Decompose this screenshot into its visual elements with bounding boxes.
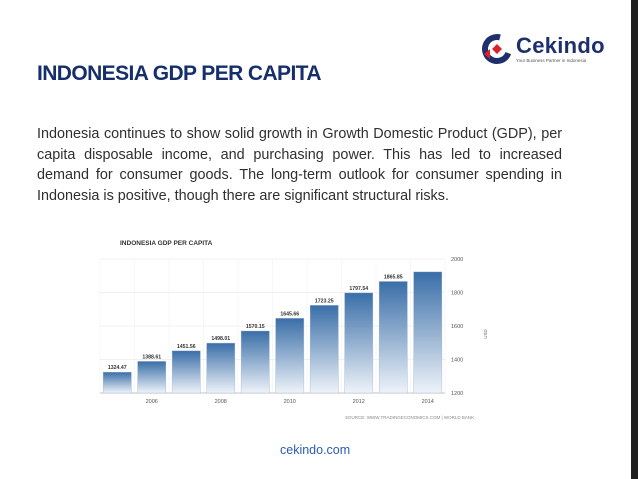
bar-value-label: 1498.01 (211, 336, 230, 342)
bar-2007 (171, 350, 201, 394)
y-tick-label: 1800 (451, 291, 463, 297)
bar-value-label: 1324.47 (108, 365, 127, 371)
cekindo-logo: Cekindo Your Business Partner in Indones… (480, 30, 630, 70)
x-tick-label: 2010 (284, 399, 296, 405)
x-tick-label: 2006 (146, 399, 158, 405)
y-unit-label: USD (483, 329, 488, 339)
slide-edge-bar (631, 0, 638, 479)
body-paragraph: Indonesia continues to show solid growth… (37, 126, 562, 204)
logo-wordmark: Cekindo (516, 33, 605, 58)
gdp-bar-chart: INDONESIA GDP PER CAPITA 1324.47 1388.61 1… (99, 240, 488, 420)
bar-value-label: 1570.15 (246, 324, 265, 330)
bar-2013 (378, 281, 408, 394)
bar-value-label: 1797.54 (349, 286, 368, 292)
x-tick-label: 2008 (215, 399, 227, 405)
logo-tagline: Your Business Partner in Indonesia (516, 58, 587, 63)
bar-2006 (137, 361, 167, 394)
y-tick-label: 1200 (451, 391, 463, 397)
bar-2011 (309, 305, 339, 394)
bar-2009 (240, 330, 270, 394)
x-tick-label: 2014 (422, 399, 434, 405)
chart-source: SOURCE: WWW.TRADINGECONOMICS.COM | WORLD… (345, 415, 474, 420)
footer-link-cekindo[interactable]: cekindo.com (280, 443, 351, 457)
bar-2005 (102, 371, 132, 394)
bar-value-label: 1388.61 (142, 354, 161, 360)
x-tick-label: 2012 (353, 399, 365, 405)
y-tick-label: 1400 (451, 358, 463, 364)
bar-value-label: 1645.66 (280, 311, 299, 317)
bar-2010 (275, 318, 305, 394)
y-tick-label: 2000 (451, 257, 463, 263)
bar-2008 (206, 342, 236, 394)
bar-2014 (413, 271, 443, 394)
chart-title: INDONESIA GDP PER CAPITA (120, 240, 213, 247)
bar-value-label: 1451.56 (177, 344, 196, 350)
bar-2012 (344, 292, 374, 394)
page-title: INDONESIA GDP PER CAPITA (37, 62, 322, 85)
cekindo-logo-mark (482, 34, 512, 64)
bar-value-label: 1865.85 (384, 274, 403, 280)
y-tick-label: 1600 (451, 324, 463, 330)
bar-value-label: 1723.25 (315, 298, 334, 304)
